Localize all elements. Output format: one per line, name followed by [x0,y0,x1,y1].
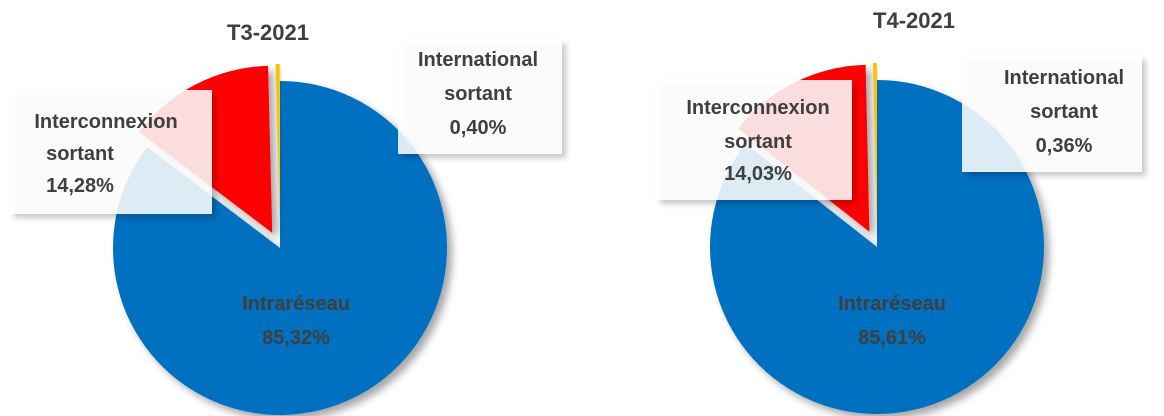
data-label-intrareseau: Intraréseau [838,293,946,315]
pie-slice-international [275,64,280,232]
chart-title: T3-2021 [227,20,309,45]
data-label-box [398,40,562,154]
data-label-interconnexion: sortant [46,143,114,165]
pie-slice-intrareseau [112,81,448,415]
pie-slice-intrareseau [710,80,1044,414]
data-label-intrareseau: Intraréseau [242,293,350,315]
pie-chart-2: T4-2021 Intraréseau 85,61% Interconnexion so… [656,8,1142,414]
data-label-international: 0,36% [1036,135,1093,157]
data-label-intrareseau: 85,32% [262,327,330,349]
data-label-international: International [418,49,538,71]
data-label-international: sortant [444,83,512,105]
data-label-box [656,80,852,200]
data-label-box [962,56,1142,172]
data-label-interconnexion: sortant [724,131,792,153]
data-label-international: 0,40% [450,117,507,139]
pie-slice-international [873,63,877,231]
data-label-intrareseau: 85,61% [858,327,926,349]
data-label-box [10,90,212,214]
data-label-interconnexion: 14,03% [724,163,792,185]
data-label-interconnexion: Interconnexion [34,111,177,133]
data-label-international: sortant [1030,101,1098,123]
data-label-interconnexion: Interconnexion [686,97,829,119]
data-label-international: International [1004,67,1124,89]
chart-title: T4-2021 [873,8,955,33]
data-label-interconnexion: 14,28% [46,175,114,197]
pie-chart-1: T3-2021 Intraréseau 85,32% Interconnexion so… [10,20,562,415]
